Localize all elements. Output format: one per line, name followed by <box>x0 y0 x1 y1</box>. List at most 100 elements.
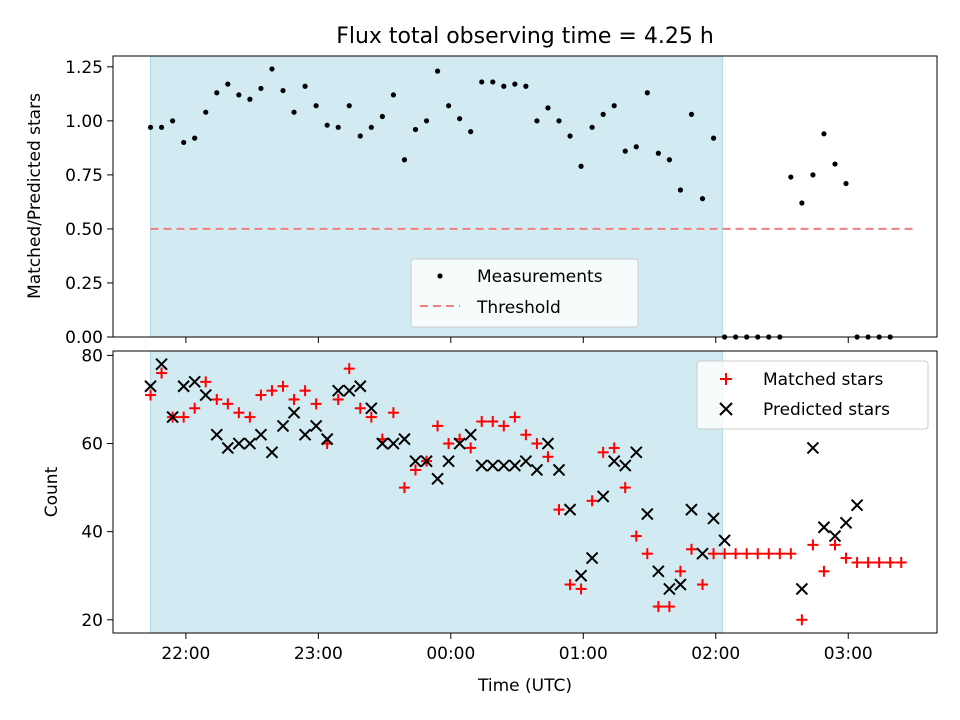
top-x-ticks <box>185 337 849 343</box>
predicted-star-point <box>221 441 235 455</box>
predicted-star-point <box>155 358 168 371</box>
matched-star-point <box>189 402 201 414</box>
legend-predicted-marker <box>719 402 733 416</box>
measurement-point <box>258 85 264 92</box>
matched-star-point <box>685 543 697 555</box>
predicted-star-point <box>387 437 400 450</box>
x-axis-label: Time (UTC) <box>477 676 572 696</box>
bottom-y-axis-label: Count <box>42 466 62 517</box>
measurement-point <box>401 157 408 163</box>
matched-star-point <box>343 363 355 375</box>
measurement-point <box>633 144 639 150</box>
matched-star-point <box>432 420 444 432</box>
matched-star-point <box>332 393 344 405</box>
legend-measurements-label: Measurements <box>477 267 603 287</box>
predicted-star-point <box>354 380 367 393</box>
measurement-point <box>479 79 485 85</box>
measurement-point <box>556 118 562 124</box>
predicted-star-point <box>563 503 577 516</box>
matched-star-point <box>840 552 852 564</box>
matched-star-point <box>862 557 874 568</box>
measurement-point <box>147 124 154 130</box>
x-tick-label: 01:00 <box>559 644 608 664</box>
predicted-star-point <box>630 446 643 459</box>
measurement-point <box>291 109 297 115</box>
measurement-point <box>247 96 253 102</box>
predicted-star-point <box>409 454 422 468</box>
predicted-star-point <box>177 380 190 393</box>
measurement-point <box>313 103 319 109</box>
predicted-star-point <box>817 521 831 534</box>
predicted-star-point <box>376 437 389 450</box>
observing-window-shade-bottom <box>150 350 723 634</box>
measurement-point <box>611 103 617 109</box>
measurement-point <box>501 83 507 89</box>
matched-star-point <box>509 411 521 423</box>
legend-predicted-label: Predicted stars <box>763 400 890 420</box>
matched-star-point <box>255 389 267 401</box>
measurement-point <box>843 180 849 187</box>
x-tick-label: 00:00 <box>426 644 475 664</box>
predicted-star-point <box>839 516 853 530</box>
matched-star-point <box>465 442 477 454</box>
top-y-axis-label: Matched/Predicted stars <box>25 93 45 299</box>
measurement-point <box>446 103 452 109</box>
top-panel: 0.00 0.25 0.50 0.75 1.00 1.25 Matched/Predict… <box>25 55 938 348</box>
measurement-point <box>655 150 661 156</box>
y-tick-label: 1.00 <box>65 112 103 132</box>
predicted-star-point <box>641 507 654 521</box>
matched-star-point <box>564 579 576 591</box>
measurement-point <box>302 83 308 89</box>
measurement-point <box>523 83 529 89</box>
measurement-point <box>280 87 286 94</box>
bottom-legend-box <box>696 360 929 430</box>
measurement-point <box>810 172 816 178</box>
measurement-point <box>434 68 441 74</box>
predicted-star-point <box>685 503 698 516</box>
measurement-point <box>158 124 165 130</box>
y-tick-label: 20 <box>81 611 103 631</box>
matched-star-point <box>641 548 653 560</box>
predicted-star-point <box>519 454 533 468</box>
matched-star-point <box>266 385 278 397</box>
measurement-point <box>589 124 595 130</box>
matched-star-point <box>487 416 499 427</box>
matched-star-point <box>785 548 797 560</box>
matched-star-point <box>752 548 764 560</box>
y-tick-label: 1.25 <box>65 58 103 78</box>
measurement-point <box>468 129 474 135</box>
predicted-star-point <box>828 529 842 543</box>
measurement-point <box>832 161 838 167</box>
measurement-point <box>666 157 672 163</box>
matched-star-point <box>476 416 488 427</box>
measurement-point <box>710 135 717 141</box>
predicted-star-point <box>652 565 665 578</box>
predicted-star-point <box>420 454 433 468</box>
matched-star-point <box>145 389 157 401</box>
x-tick-label: 02:00 <box>691 644 740 664</box>
matched-star-point <box>387 407 399 419</box>
measurement-point <box>644 90 650 96</box>
matched-star-point <box>708 548 720 560</box>
measurement-point <box>457 116 463 122</box>
matched-star-point <box>719 548 731 560</box>
predicted-star-point <box>663 582 676 596</box>
measurement-point <box>412 126 419 133</box>
bottom-legend: Matched stars Predicted stars <box>696 360 929 430</box>
matched-star-point <box>884 557 896 568</box>
predicted-star-point <box>541 437 555 450</box>
measurement-point <box>357 133 363 139</box>
x-tick-label: 03:00 <box>824 644 873 664</box>
measurement-point <box>390 92 397 98</box>
predicted-star-point <box>343 384 356 397</box>
predicted-star-point <box>707 512 720 525</box>
matched-star-point <box>818 565 830 577</box>
top-legend: Measurements Threshold <box>410 258 639 328</box>
bottom-axes-frame <box>112 350 938 634</box>
measurement-point <box>688 111 695 117</box>
matched-star-point <box>211 393 223 405</box>
matched-star-point <box>244 411 256 423</box>
matched-star-point <box>222 398 234 410</box>
